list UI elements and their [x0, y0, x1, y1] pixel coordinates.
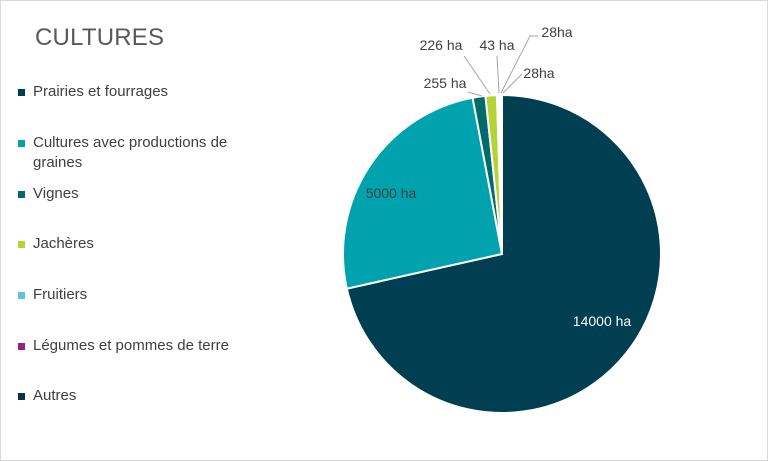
- legend-label: Cultures avec productions de graines: [33, 134, 228, 171]
- legend-label: Jachères: [33, 235, 94, 252]
- data-label-autres: 28ha: [523, 65, 554, 81]
- legend-swatch: [18, 89, 25, 96]
- data-label-fruitiers: 43 ha: [479, 37, 514, 53]
- legend-label: Légumes et pommes de terre: [33, 337, 229, 354]
- pie-slice-autres: [499, 93, 503, 255]
- legend-label: Vignes: [33, 185, 79, 202]
- legend-item-vignes: Vignes: [18, 184, 268, 204]
- leader-line-legumes: [500, 35, 538, 94]
- pie-slice-prairies: [345, 93, 662, 414]
- data-label-legumes: 28ha: [541, 24, 572, 40]
- legend-swatch: [18, 292, 25, 299]
- data-label-vignes: 255 ha: [424, 75, 467, 91]
- legend-item-jacheres: Jachères: [18, 234, 268, 254]
- leader-line-fruitiers: [496, 55, 500, 94]
- leader-line-autres: [502, 73, 523, 94]
- chart-title: CULTURES: [35, 24, 165, 51]
- legend-label: Fruitiers: [33, 286, 88, 303]
- legend-swatch: [18, 191, 25, 198]
- legend-swatch: [18, 393, 25, 400]
- data-label-cultures-graines: 5000 ha: [366, 185, 417, 201]
- legend-item-fruitiers: Fruitiers: [18, 285, 268, 305]
- pie-slice-cultures-graines: [342, 96, 504, 290]
- data-label-prairies: 14000 ha: [573, 313, 632, 329]
- legend-item-cultures-graines: Cultures avec productions de graines: [18, 133, 268, 173]
- legend-swatch: [18, 140, 25, 147]
- legend-item-legumes: Légumes et pommes de terre: [18, 336, 268, 356]
- legend-item-autres: Autres: [18, 386, 268, 406]
- legend-label: Autres: [33, 387, 77, 404]
- data-label-jacheres: 226 ha: [420, 37, 463, 53]
- leader-line-vignes: [467, 91, 483, 97]
- legend-swatch: [18, 241, 25, 248]
- legend-swatch: [18, 343, 25, 350]
- leader-line-jacheres: [463, 55, 491, 95]
- legend-label: Prairies et fourrages: [33, 83, 169, 100]
- legend-item-prairies: Prairies et fourrages: [18, 82, 268, 102]
